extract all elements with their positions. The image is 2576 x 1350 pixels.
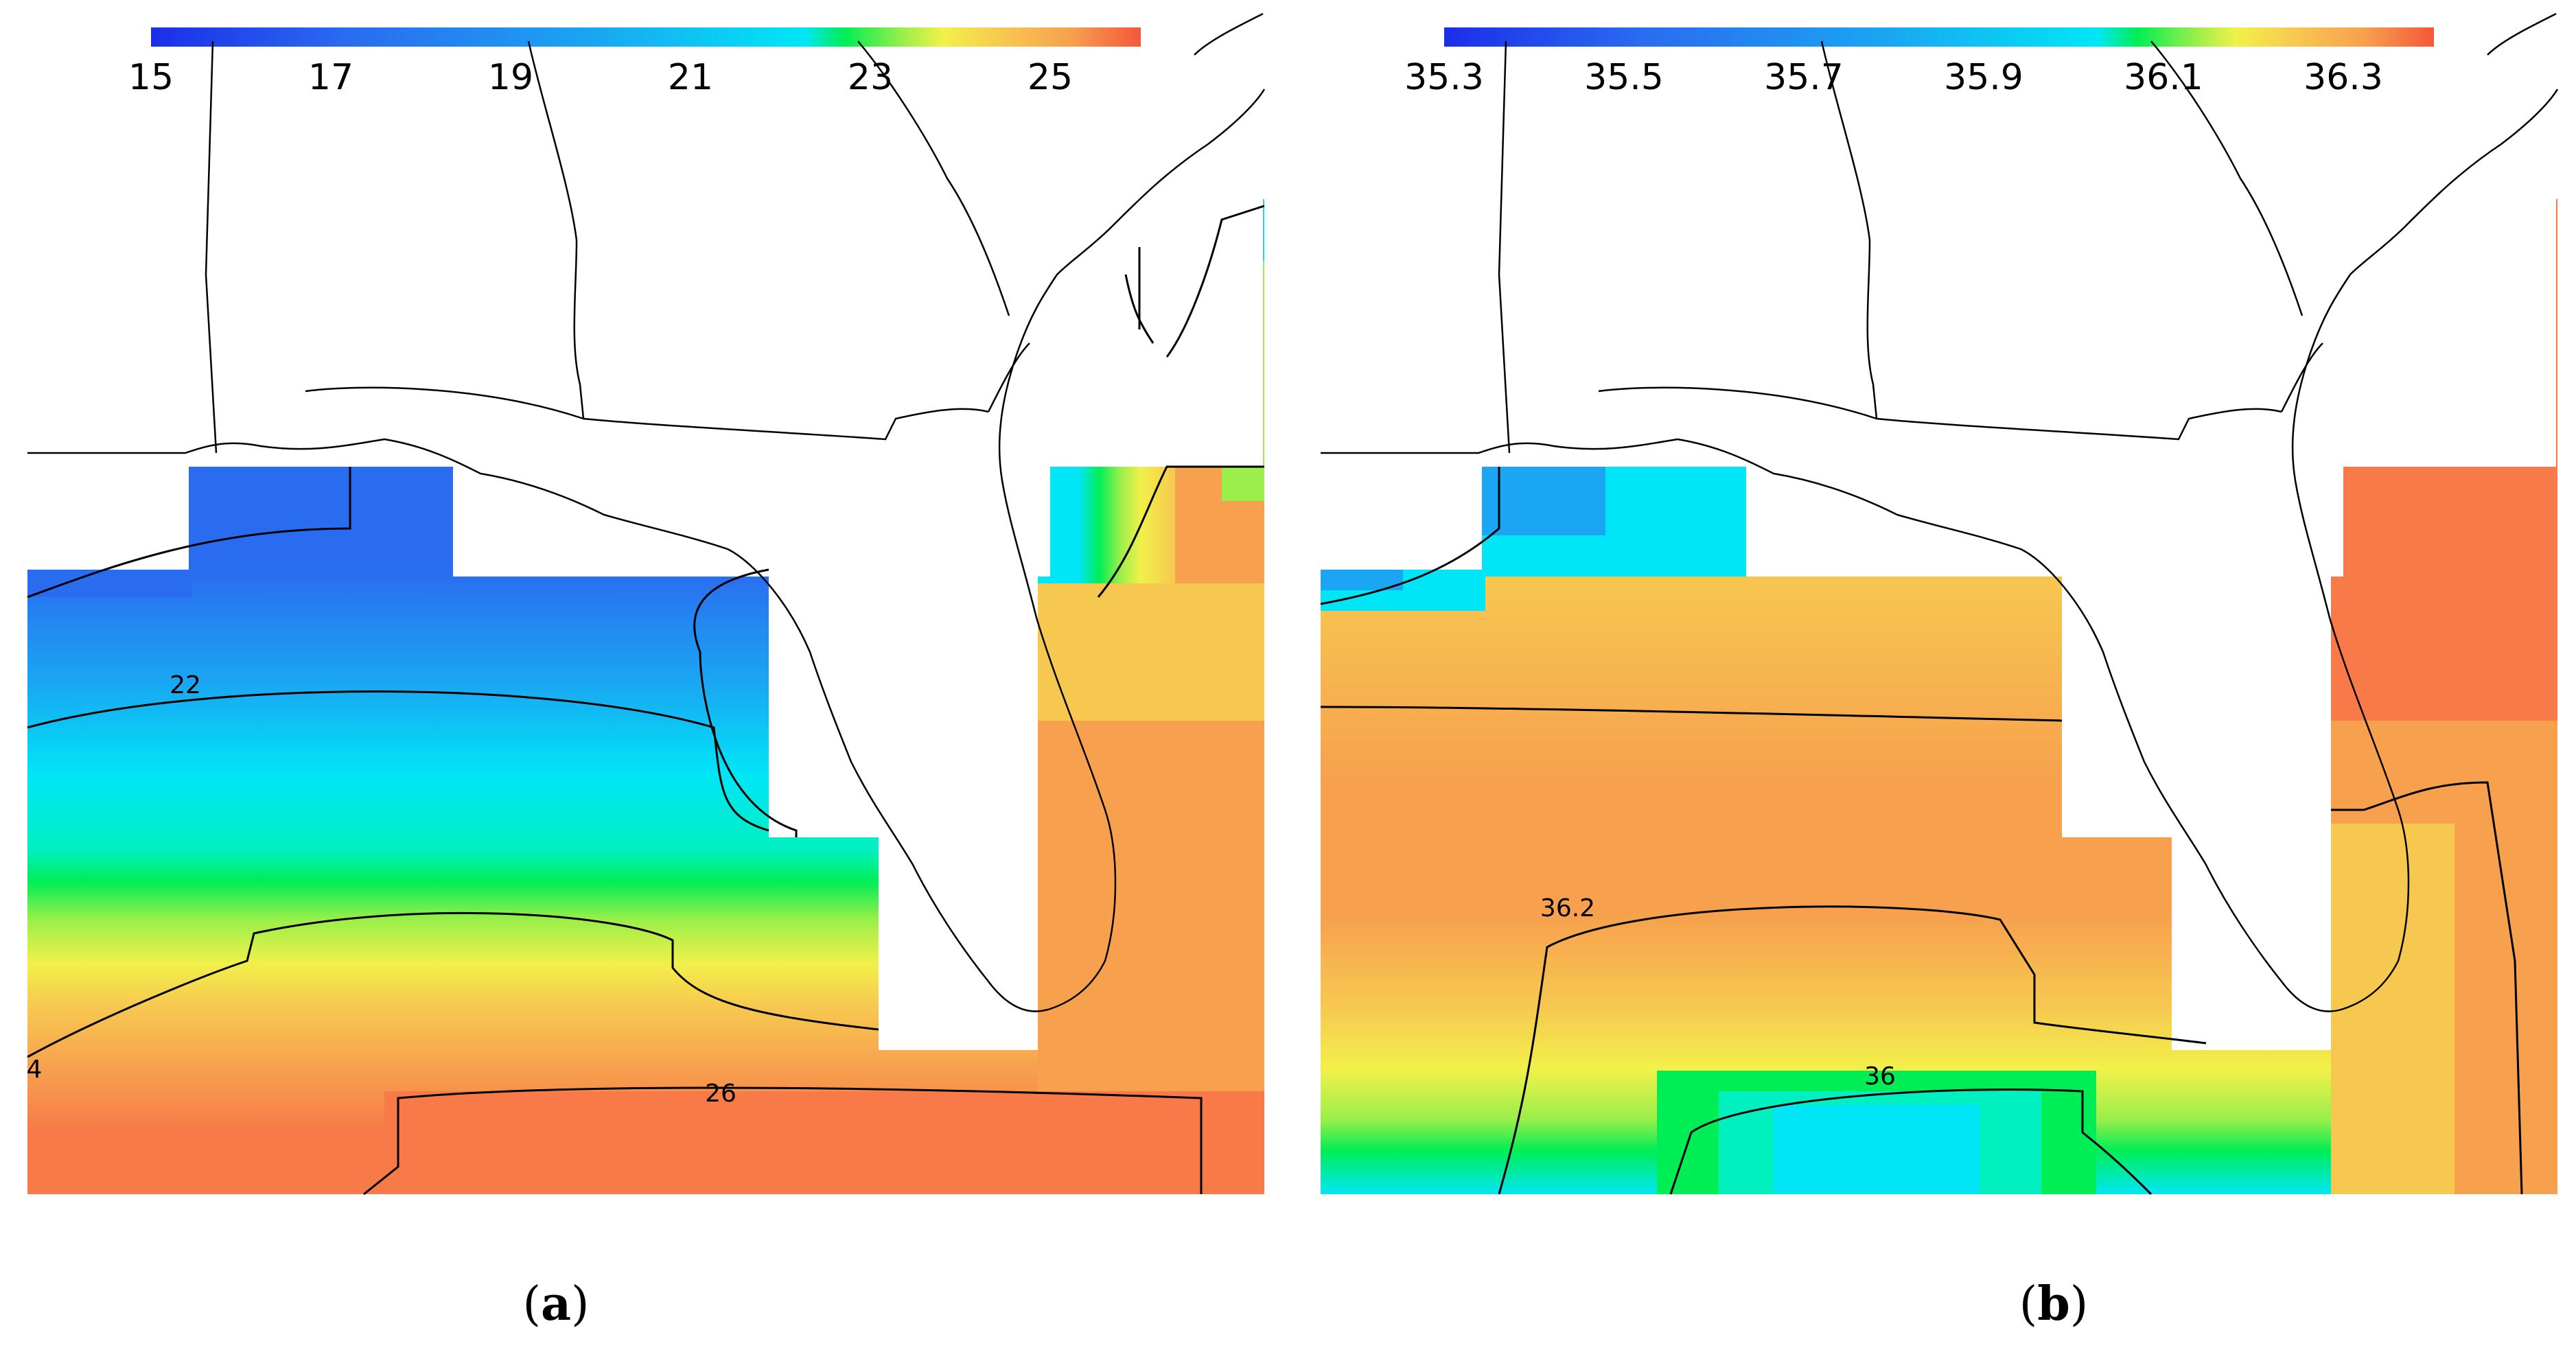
sss-map: 35.3 35.5 35.7 35.9 36.1 36.3 [1320, 12, 2559, 1196]
contour-label: 22 [170, 671, 201, 699]
colorbar-tick: 36.1 [2124, 57, 2203, 98]
contour-lines [1320, 467, 2523, 1196]
land-mask [27, 82, 1264, 1050]
colorbar-tick: 35.3 [1404, 57, 1484, 98]
colorbar [151, 27, 1141, 47]
contour-label: 26 [705, 1080, 736, 1108]
panel-b: 35.3 35.5 35.7 35.9 36.1 36.3 [1293, 0, 2570, 1350]
sst-map: 15 17 19 21 23 25 [27, 12, 1266, 1196]
coastline [27, 12, 1266, 1012]
contour-lines [27, 205, 1265, 1196]
colorbar [1444, 27, 2434, 47]
panel-a: 15 17 19 21 23 25 [0, 0, 1277, 1350]
colorbar-tick: 25 [1028, 57, 1073, 98]
colorbar-tick: 35.9 [1944, 57, 2023, 98]
colorbar-tick: 36.3 [2304, 57, 2383, 98]
contour-label: 4 [27, 1056, 43, 1084]
colorbar-tick: 17 [308, 57, 353, 98]
colorbar-tick: 15 [128, 57, 174, 98]
coastline [1321, 12, 2559, 1012]
colorbar-tick: 35.7 [1764, 57, 1844, 98]
colorbar-tick: 21 [668, 57, 713, 98]
colorbar-tick: 35.5 [1584, 57, 1664, 98]
land-mask [1321, 82, 2557, 1050]
contour-label: 36.2 [1540, 894, 1595, 922]
colorbar-tick: 19 [488, 57, 533, 98]
caption-a: (a) [522, 1277, 590, 1331]
contour-label: 36 [1864, 1062, 1896, 1091]
caption-b: (b) [2019, 1277, 2089, 1331]
